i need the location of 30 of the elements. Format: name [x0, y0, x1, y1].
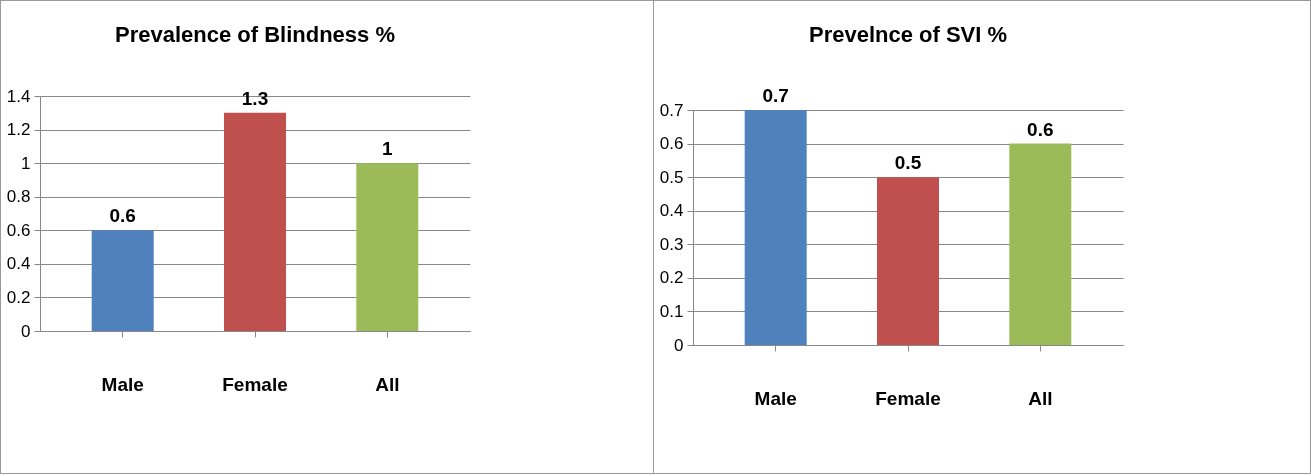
chart-title: Prevalence of Blindness % [115, 22, 395, 47]
y-tick-label: 0.8 [6, 187, 31, 207]
y-tick-label: 0 [21, 321, 31, 341]
chart-title: Prevelnce of SVI % [808, 22, 1008, 47]
y-tick-label: 1.2 [6, 120, 31, 140]
data-label: 0.6 [109, 205, 136, 227]
x-tick-label: Female [875, 387, 941, 409]
y-tick-label: 0.2 [659, 268, 684, 288]
y-tick-label: 0 [674, 335, 684, 355]
y-tick-label: 0.3 [659, 234, 684, 254]
y-tick-label: 0.6 [659, 134, 684, 154]
y-tick-label: 0.2 [6, 287, 31, 307]
data-label: 1 [382, 138, 394, 160]
y-tick-label: 0.6 [6, 220, 31, 240]
x-tick-label: Male [754, 387, 797, 409]
data-label: 0.7 [762, 85, 789, 106]
y-tick-label: 0.4 [659, 201, 684, 221]
data-label: 0.6 [1027, 118, 1054, 140]
x-tick-label: Female [222, 373, 288, 395]
x-tick-label: All [1028, 387, 1053, 409]
data-label: 0.5 [894, 152, 922, 174]
y-tick-label: 1.4 [6, 86, 31, 106]
x-tick-label: All [375, 373, 400, 395]
x-tick-label: Male [101, 373, 144, 395]
y-tick-label: 0.1 [659, 301, 684, 321]
y-tick-label: 1 [21, 153, 31, 173]
y-tick-label: 0.5 [659, 167, 684, 187]
data-label: 1.3 [241, 87, 269, 109]
y-tick-label: 0.7 [659, 100, 684, 120]
y-tick-label: 0.4 [6, 254, 31, 274]
